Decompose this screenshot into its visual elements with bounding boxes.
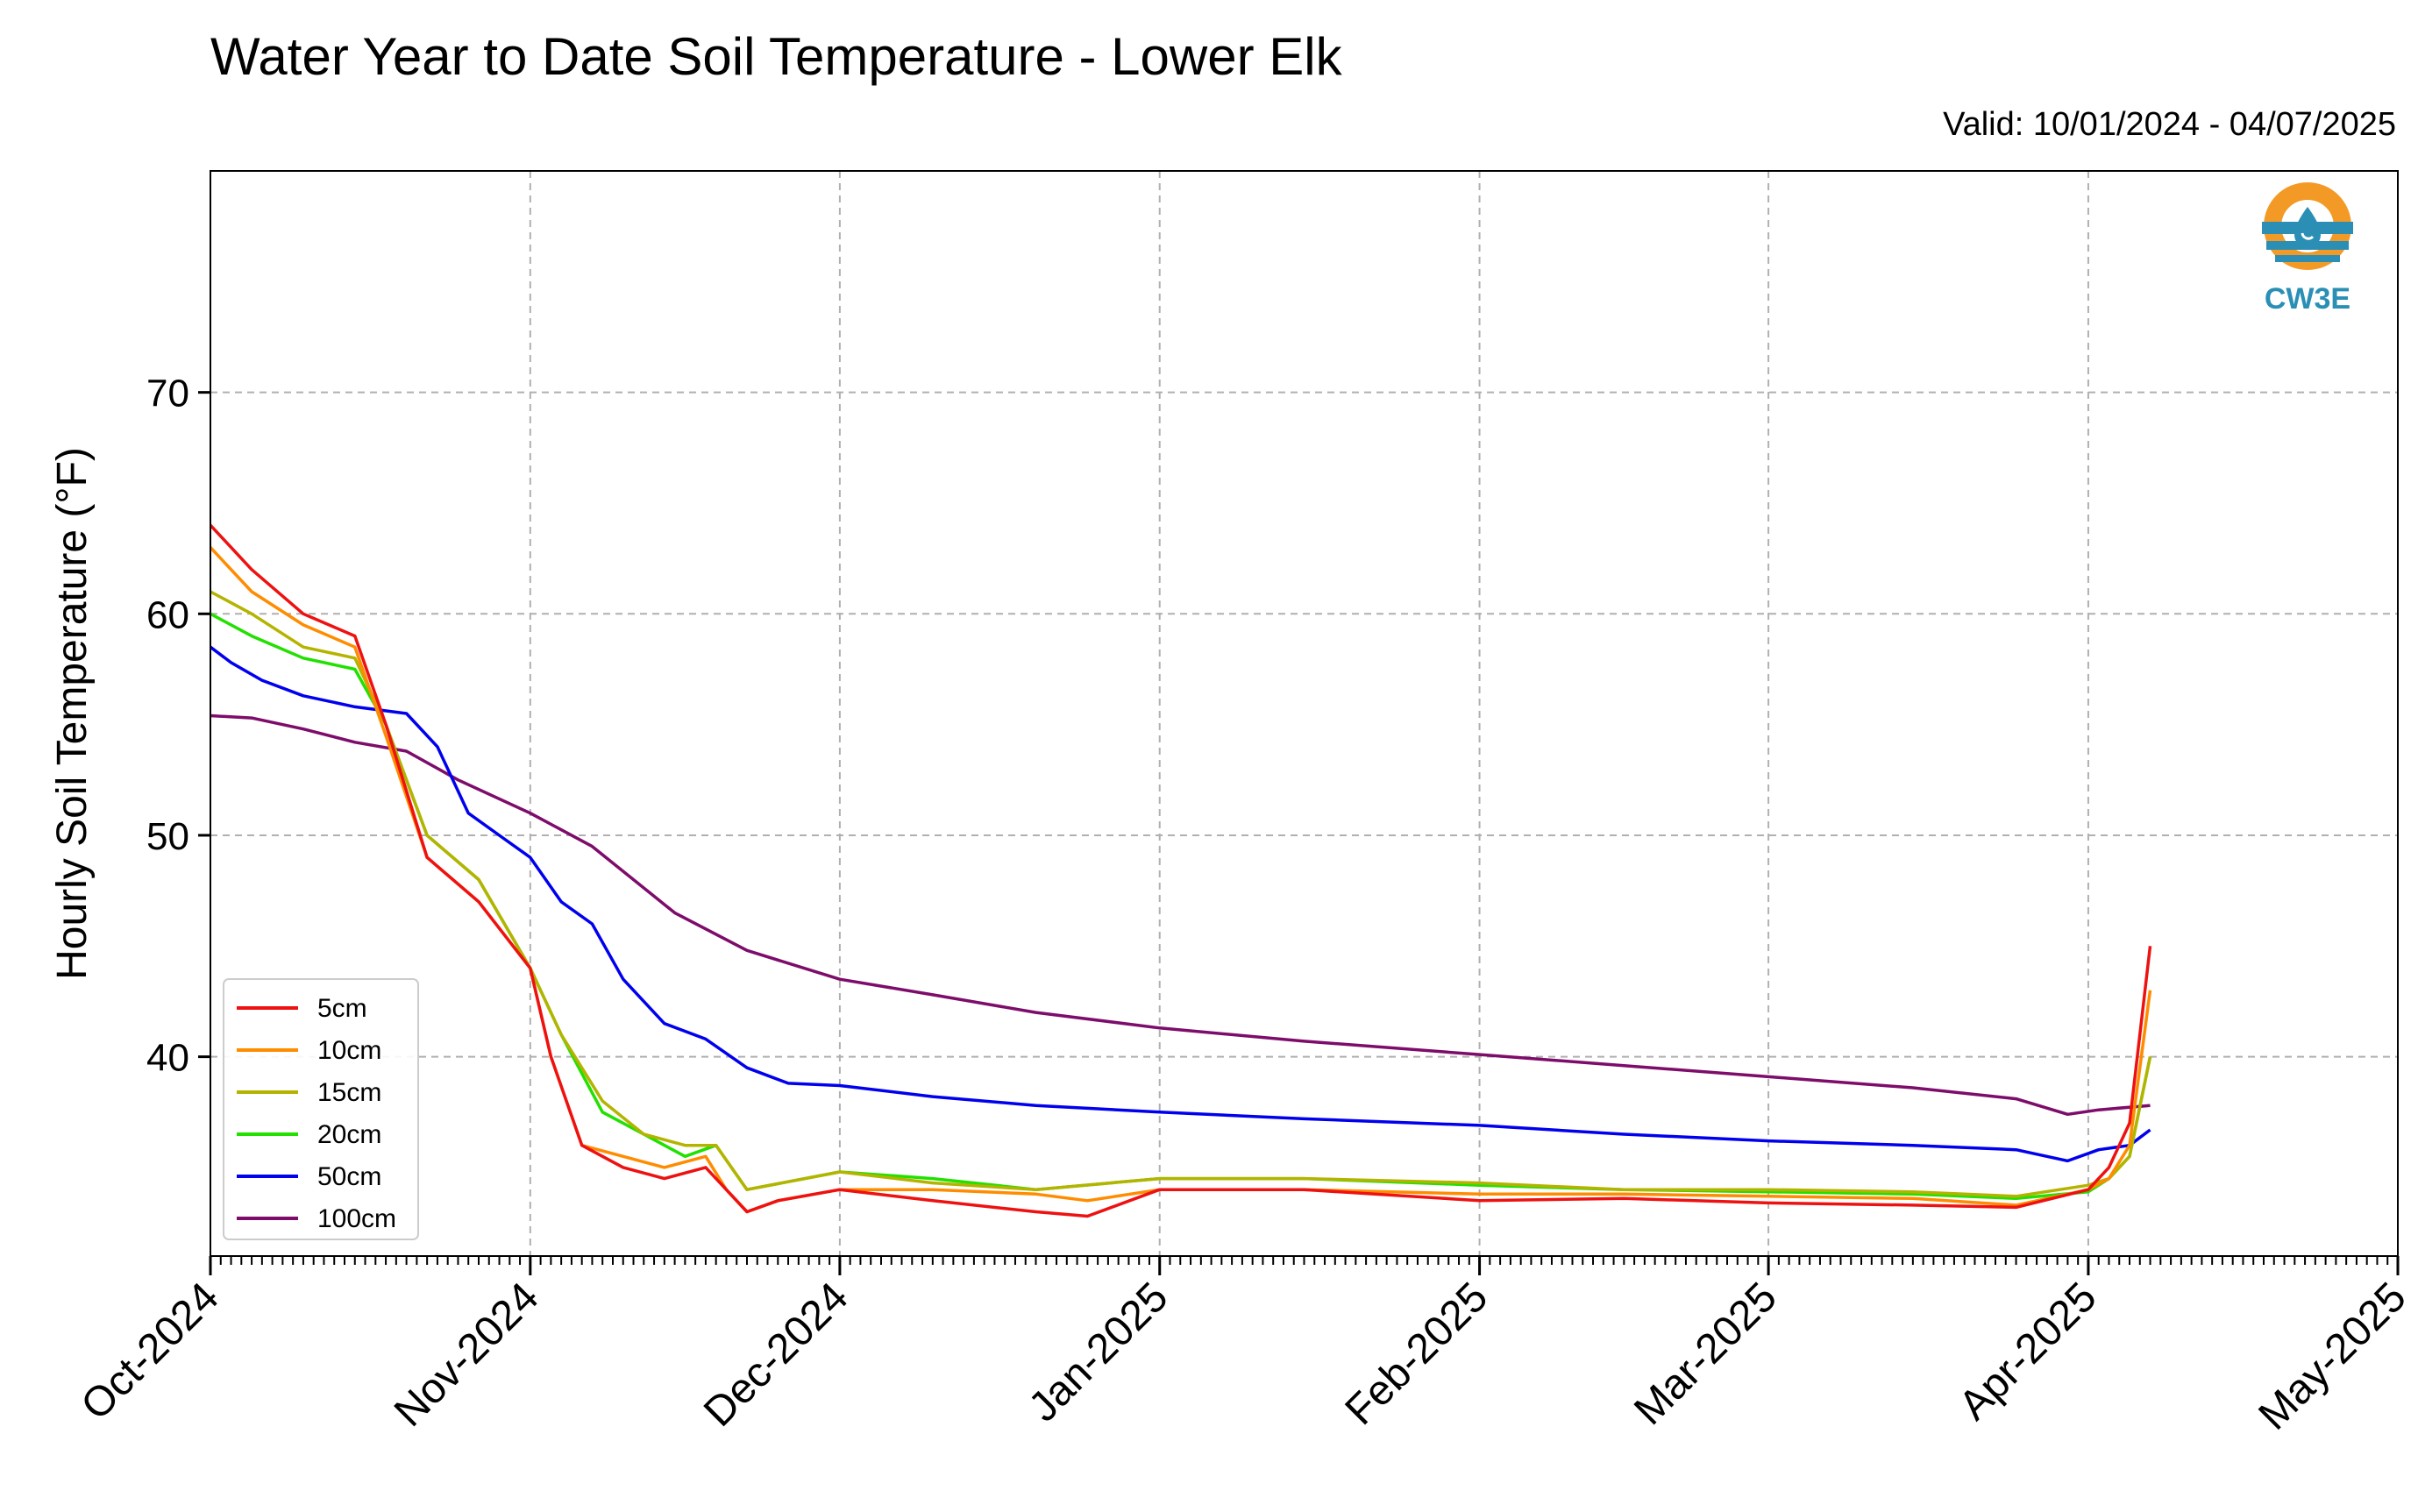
legend-label-5cm: 5cm [317,994,367,1023]
series-line-15cm [210,590,2152,1198]
series-lines [210,524,2152,1218]
axis-ticks [198,391,2400,1275]
x-tick-label: Nov-2024 [386,1274,548,1436]
valid-date-range: Valid: 10/01/2024 - 04/07/2025 [1943,106,2396,143]
series-line-50cm [210,645,2151,1163]
plot-background [210,171,2398,1256]
x-tick-label: Apr-2025 [1951,1274,2106,1429]
legend-label-20cm: 20cm [317,1120,381,1149]
grid-lines [210,171,2398,1256]
y-tick-labels: 40 50 60 70 [146,373,189,1080]
legend-label-10cm: 10cm [317,1036,381,1065]
x-tick-label: Mar-2025 [1625,1274,1786,1434]
x-tick-label: Jan-2025 [1021,1274,1177,1430]
legend-frame [223,978,419,1240]
legend-label-15cm: 15cm [317,1078,381,1107]
y-tick-label: 60 [146,593,189,636]
y-tick-label: 70 [146,373,189,415]
x-tick-labels: Oct-2024 Nov-2024 Dec-2024 Jan-2025 Feb-2025… [73,1274,2415,1438]
cw3e-logo: CW3E [2262,182,2353,316]
x-tick-label: Feb-2025 [1337,1274,1497,1434]
y-tick-label: 40 [146,1037,189,1080]
water-drop-logo-icon [2262,182,2353,270]
legend-label-50cm: 50cm [317,1162,381,1191]
y-tick-label: 50 [146,815,189,858]
chart-title: Water Year to Date Soil Temperature - Lo… [210,27,1342,86]
x-tick-label: May-2025 [2250,1274,2414,1438]
y-axis-label: Hourly Soil Temperature (°F) [49,447,96,980]
x-tick-label: Dec-2024 [695,1274,857,1436]
legend-label-100cm: 100cm [317,1204,396,1233]
logo-text: CW3E [2265,282,2350,316]
legend: 5cm 10cm 15cm 20cm 50cm 100cm [223,978,419,1240]
series-line-5cm [210,524,2152,1218]
x-tick-label: Oct-2024 [73,1274,228,1429]
